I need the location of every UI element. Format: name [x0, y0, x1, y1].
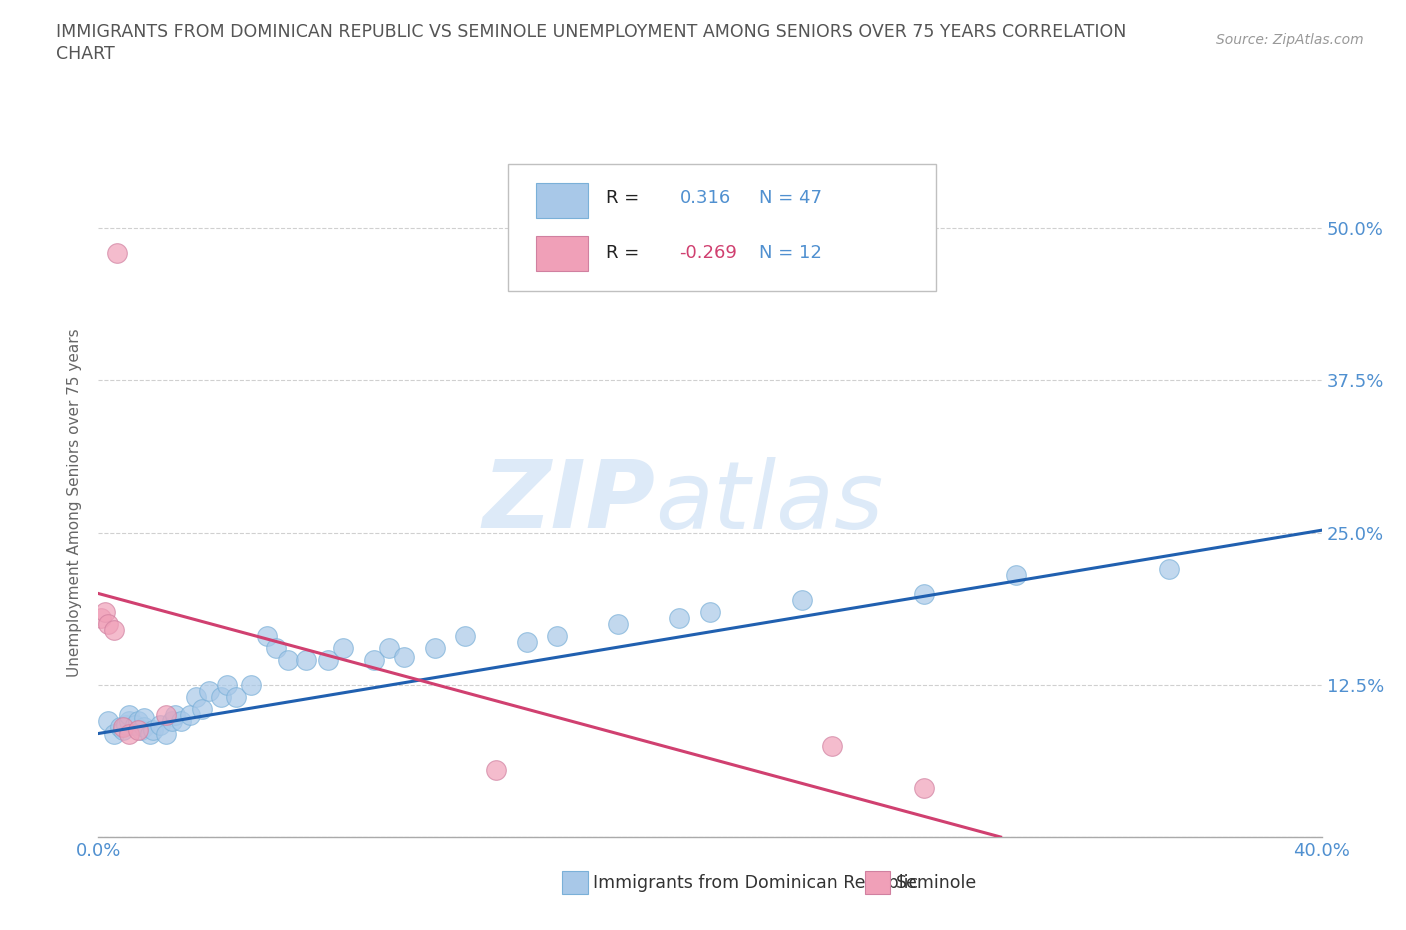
Point	[103, 622, 125, 637]
Point	[240, 677, 263, 692]
Point	[163, 708, 186, 723]
Text: -0.269: -0.269	[679, 244, 737, 262]
Point	[546, 629, 568, 644]
Point	[423, 641, 446, 656]
Point	[392, 649, 416, 664]
Point	[160, 714, 183, 729]
Point	[215, 677, 238, 692]
FancyBboxPatch shape	[508, 164, 936, 291]
Point	[912, 586, 935, 601]
Point	[170, 714, 193, 729]
Point	[111, 720, 134, 735]
Point	[209, 689, 232, 704]
Point	[142, 723, 165, 737]
Text: R =: R =	[606, 189, 640, 207]
Point	[115, 718, 138, 733]
Point	[127, 714, 149, 729]
Y-axis label: Unemployment Among Seniors over 75 years: Unemployment Among Seniors over 75 years	[67, 328, 83, 676]
Point	[111, 723, 134, 737]
Point	[118, 726, 141, 741]
Point	[821, 738, 844, 753]
Text: R =: R =	[606, 244, 640, 262]
Point	[97, 714, 120, 729]
Point	[129, 723, 152, 737]
Text: Immigrants from Dominican Republic: Immigrants from Dominican Republic	[593, 873, 918, 892]
Point	[139, 726, 162, 741]
Text: CHART: CHART	[56, 45, 115, 62]
Point	[134, 720, 156, 735]
Point	[668, 610, 690, 625]
Point	[103, 726, 125, 741]
Text: N = 47: N = 47	[759, 189, 823, 207]
Point	[97, 617, 120, 631]
Point	[516, 635, 538, 650]
Text: Seminole: Seminole	[896, 873, 977, 892]
Point	[256, 629, 278, 644]
Point	[332, 641, 354, 656]
Point	[127, 723, 149, 737]
Text: 0.316: 0.316	[679, 189, 731, 207]
Point	[191, 702, 214, 717]
Point	[1004, 568, 1026, 583]
Point	[90, 610, 112, 625]
Point	[316, 653, 339, 668]
Point	[912, 781, 935, 796]
Point	[108, 720, 131, 735]
Point	[186, 689, 208, 704]
Point	[155, 708, 177, 723]
Point	[134, 711, 156, 725]
Point	[485, 763, 508, 777]
Point	[149, 718, 172, 733]
Point	[93, 604, 115, 619]
Point	[105, 246, 128, 260]
Text: N = 12: N = 12	[759, 244, 823, 262]
Point	[179, 708, 201, 723]
Point	[264, 641, 287, 656]
Bar	[536, 183, 588, 218]
Point	[155, 726, 177, 741]
Point	[225, 689, 247, 704]
Point	[699, 604, 721, 619]
Point	[197, 684, 219, 698]
Text: atlas: atlas	[655, 457, 883, 548]
Point	[454, 629, 477, 644]
Text: Source: ZipAtlas.com: Source: ZipAtlas.com	[1216, 33, 1364, 46]
Text: IMMIGRANTS FROM DOMINICAN REPUBLIC VS SEMINOLE UNEMPLOYMENT AMONG SENIORS OVER 7: IMMIGRANTS FROM DOMINICAN REPUBLIC VS SE…	[56, 23, 1126, 41]
Point	[295, 653, 318, 668]
Point	[118, 714, 141, 729]
Point	[1157, 562, 1180, 577]
Point	[118, 708, 141, 723]
Point	[790, 592, 813, 607]
Point	[378, 641, 401, 656]
Text: ZIP: ZIP	[482, 457, 655, 548]
Bar	[536, 236, 588, 272]
Point	[363, 653, 385, 668]
Point	[277, 653, 299, 668]
Point	[607, 617, 630, 631]
Point	[124, 718, 146, 733]
